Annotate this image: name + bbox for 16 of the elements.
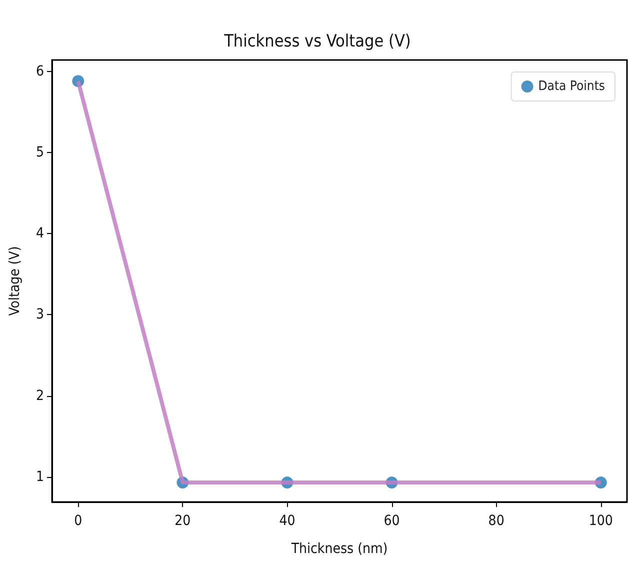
y-tick-label: 1 bbox=[36, 468, 44, 485]
x-tick-label: 80 bbox=[488, 513, 504, 529]
x-tick-label: 40 bbox=[279, 513, 296, 529]
y-axis-title: Voltage (V) bbox=[7, 246, 23, 316]
y-tick-label: 5 bbox=[36, 144, 44, 160]
x-tick-label: 20 bbox=[174, 513, 191, 529]
chart-title: Thickness vs Voltage (V) bbox=[223, 32, 411, 52]
x-axis-title: Thickness (nm) bbox=[290, 541, 388, 557]
y-tick-label: 6 bbox=[36, 63, 44, 80]
y-tick-label: 2 bbox=[36, 388, 44, 404]
x-tick-label: 60 bbox=[384, 513, 400, 529]
legend-label: Data Points bbox=[538, 79, 606, 94]
x-tick-label: 100 bbox=[588, 513, 613, 529]
y-tick-label: 3 bbox=[36, 306, 44, 323]
y-tick-label: 4 bbox=[36, 226, 44, 242]
x-tick-label: 0 bbox=[74, 513, 82, 529]
